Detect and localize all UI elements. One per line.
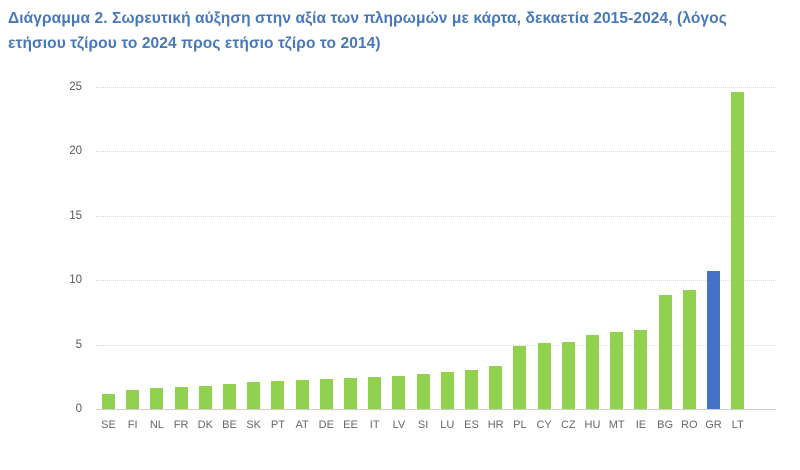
y-tick-label-5: 5 <box>75 338 82 351</box>
x-tick-label-LU: LU <box>440 419 455 431</box>
x-tick-label-LV: LV <box>392 419 406 431</box>
x-tick-label-FR: FR <box>173 419 189 431</box>
x-tick-label-CZ: CZ <box>560 419 576 431</box>
bar-NL <box>150 388 164 409</box>
x-tick-label-BE: BE <box>222 419 237 431</box>
x-tick-label-RO: RO <box>681 419 698 431</box>
bar-IT <box>368 376 382 409</box>
bar-HR <box>489 366 503 409</box>
chart-title-line2: ετήσιου τζίρου το 2024 προς ετήσιο τζίρο… <box>8 35 381 52</box>
y-tick-label-25: 25 <box>69 80 82 93</box>
x-tick-label-HR: HR <box>487 419 504 431</box>
bar-FI <box>126 389 140 409</box>
bar-IE <box>634 330 648 409</box>
x-tick-label-SE: SE <box>101 419 116 431</box>
y-tick-label-0: 0 <box>75 403 82 415</box>
gridline-15 <box>96 215 776 217</box>
y-tick-label-15: 15 <box>69 209 82 222</box>
x-tick-label-AT: AT <box>295 419 309 431</box>
x-tick-label-MT: MT <box>608 419 625 431</box>
x-tick-label-SI: SI <box>417 419 429 431</box>
gridline-20 <box>96 151 776 152</box>
x-tick-label-HU: HU <box>584 419 601 431</box>
bar-DK <box>198 385 212 409</box>
bar-SE <box>102 393 115 409</box>
x-tick-label-BG: BG <box>657 419 674 431</box>
bar-EE <box>344 378 357 409</box>
bar-LT <box>731 91 745 409</box>
x-tick-label-PL: PL <box>513 419 527 431</box>
bar-FR <box>174 387 188 409</box>
x-tick-label-IE: IE <box>635 419 647 431</box>
y-tick-label-20: 20 <box>69 145 82 157</box>
x-tick-label-SK: SK <box>246 419 262 431</box>
y-tick-label-10: 10 <box>69 274 82 286</box>
chart-title-line1: Διάγραμμα 2. Σωρευτική αύξηση στην αξία … <box>8 10 727 27</box>
bar-LU <box>440 371 454 409</box>
x-tick-label-EE: EE <box>343 419 358 431</box>
bar-SI <box>416 374 430 409</box>
bar-MT <box>610 331 624 409</box>
bar-RO <box>682 290 696 409</box>
gridline-5 <box>96 344 776 346</box>
bar-ES <box>465 370 478 409</box>
x-axis-line <box>96 409 776 410</box>
gridline-10 <box>96 280 776 281</box>
bar-HU <box>586 335 599 409</box>
bar-PL <box>513 345 527 409</box>
x-tick-label-DE: DE <box>318 419 334 431</box>
gridline-25 <box>96 86 776 88</box>
chart-title: Διάγραμμα 2. Σωρευτική αύξηση στην αξία … <box>8 6 794 56</box>
x-tick-label-GR: GR <box>705 419 722 431</box>
bar-SK <box>247 381 261 409</box>
x-tick-label-PT: PT <box>270 419 285 431</box>
bar-PT <box>271 380 285 409</box>
x-tick-label-LT: LT <box>731 419 744 431</box>
bar-LV <box>392 376 406 409</box>
x-tick-label-CY: CY <box>536 419 552 431</box>
bar-CZ <box>561 341 575 409</box>
bar-GR <box>707 270 720 409</box>
x-tick-label-ES: ES <box>464 419 479 431</box>
bar-DE <box>319 379 333 409</box>
bar-BE <box>223 384 236 409</box>
bar-AT <box>295 379 309 409</box>
x-tick-label-FI: FI <box>127 419 138 431</box>
x-tick-label-NL: NL <box>149 419 164 431</box>
bar-CY <box>537 343 551 409</box>
bar-BG <box>658 295 672 409</box>
x-tick-label-IT: IT <box>369 419 380 431</box>
x-tick-label-DK: DK <box>197 419 213 431</box>
